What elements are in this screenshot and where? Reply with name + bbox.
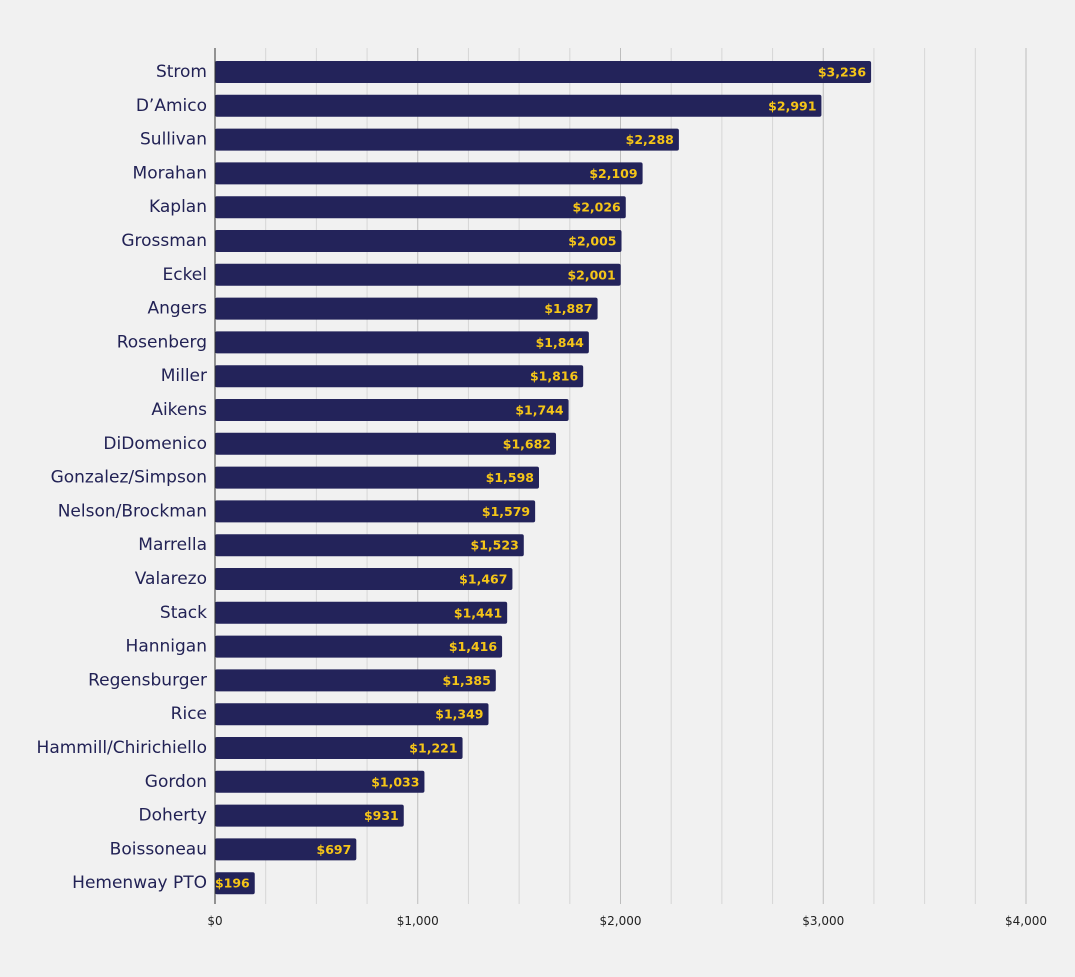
category-label: Miller	[161, 366, 207, 386]
data-label: $931	[364, 808, 399, 823]
data-label: $1,349	[435, 707, 483, 722]
x-tick-label: $2,000	[600, 914, 642, 928]
data-label: $1,385	[443, 673, 491, 688]
data-label: $1,579	[482, 504, 530, 519]
bar	[215, 838, 357, 861]
category-labels: Strom D’Amico Sullivan Morahan Kaplan Grossma…	[37, 62, 208, 893]
data-label: $3,236	[818, 65, 867, 80]
bar	[215, 872, 255, 895]
category-label: Regensburger	[88, 670, 207, 690]
category-label: Rice	[171, 704, 207, 724]
bar	[215, 128, 679, 151]
bar	[215, 737, 463, 759]
x-tick-label: $1,000	[397, 914, 439, 928]
category-label: D’Amico	[136, 96, 207, 116]
data-label: $2,991	[768, 98, 816, 113]
category-label: Hemenway PTO	[72, 873, 207, 893]
bar	[215, 399, 569, 421]
bar	[215, 703, 489, 726]
category-label: Valarezo	[135, 569, 207, 589]
x-axis-ticks: $0 $1,000 $2,000 $3,000 $4,000	[207, 914, 1047, 928]
data-label: $1,844	[536, 335, 585, 350]
bar	[215, 162, 643, 185]
category-label: Gonzalez/Simpson	[51, 468, 207, 488]
data-label: $1,221	[409, 741, 457, 756]
data-label: $1,816	[530, 369, 579, 384]
bar	[215, 432, 557, 455]
category-label: Doherty	[139, 806, 207, 826]
category-label: Hammill/Chirichiello	[37, 738, 207, 758]
data-label: $2,001	[567, 267, 615, 282]
data-label: $1,887	[544, 301, 592, 316]
data-label: $1,682	[503, 436, 551, 451]
data-label: $1,523	[471, 538, 519, 553]
category-label: Hannigan	[126, 637, 207, 657]
data-label: $2,026	[573, 200, 622, 215]
data-label: $196	[215, 876, 250, 891]
category-label: Grossman	[121, 231, 207, 251]
bar	[215, 196, 626, 219]
category-label: Morahan	[133, 163, 207, 183]
data-label: $1,598	[486, 470, 534, 485]
category-label: Nelson/Brockman	[58, 501, 207, 521]
category-label: Boissoneau	[110, 839, 207, 859]
bar	[215, 669, 496, 692]
bar	[215, 61, 872, 83]
data-label: $1,033	[371, 774, 419, 789]
bar	[215, 500, 536, 523]
x-tick-label: $0	[207, 914, 222, 928]
data-label: $1,744	[515, 403, 564, 418]
data-label: $2,005	[568, 234, 616, 249]
category-label: Stack	[160, 603, 207, 623]
bar	[215, 601, 508, 624]
data-label: $1,416	[449, 639, 498, 654]
bar	[215, 365, 584, 388]
bar	[215, 331, 589, 354]
value-labels: $3,236 $2,991 $2,288 $2,109 $2,026 $2,005 $2,0…	[215, 65, 866, 891]
bar	[215, 770, 425, 793]
x-tick-label: $3,000	[802, 914, 844, 928]
category-label: Marrella	[138, 535, 207, 555]
data-label: $697	[317, 842, 352, 857]
category-label: DiDomenico	[103, 434, 207, 454]
bar	[215, 297, 598, 320]
category-label: Angers	[148, 299, 208, 319]
bars	[215, 61, 872, 895]
category-label: Aikens	[151, 400, 207, 420]
bar	[215, 263, 621, 286]
category-label: Gordon	[145, 772, 207, 792]
bar	[215, 94, 822, 117]
bar	[215, 635, 503, 658]
bar	[215, 568, 513, 590]
data-label: $1,467	[459, 572, 507, 587]
bar	[215, 534, 524, 557]
bar	[215, 466, 539, 489]
bar	[215, 230, 622, 252]
data-label: $2,109	[589, 166, 637, 181]
x-tick-label: $4,000	[1005, 914, 1047, 928]
category-label: Kaplan	[149, 197, 207, 217]
data-label: $2,288	[626, 132, 674, 147]
category-label: Strom	[156, 62, 207, 82]
bar	[215, 804, 404, 827]
category-label: Eckel	[162, 265, 207, 285]
category-label: Rosenberg	[117, 332, 207, 352]
data-label: $1,441	[454, 605, 502, 620]
category-label: Sullivan	[140, 130, 207, 150]
